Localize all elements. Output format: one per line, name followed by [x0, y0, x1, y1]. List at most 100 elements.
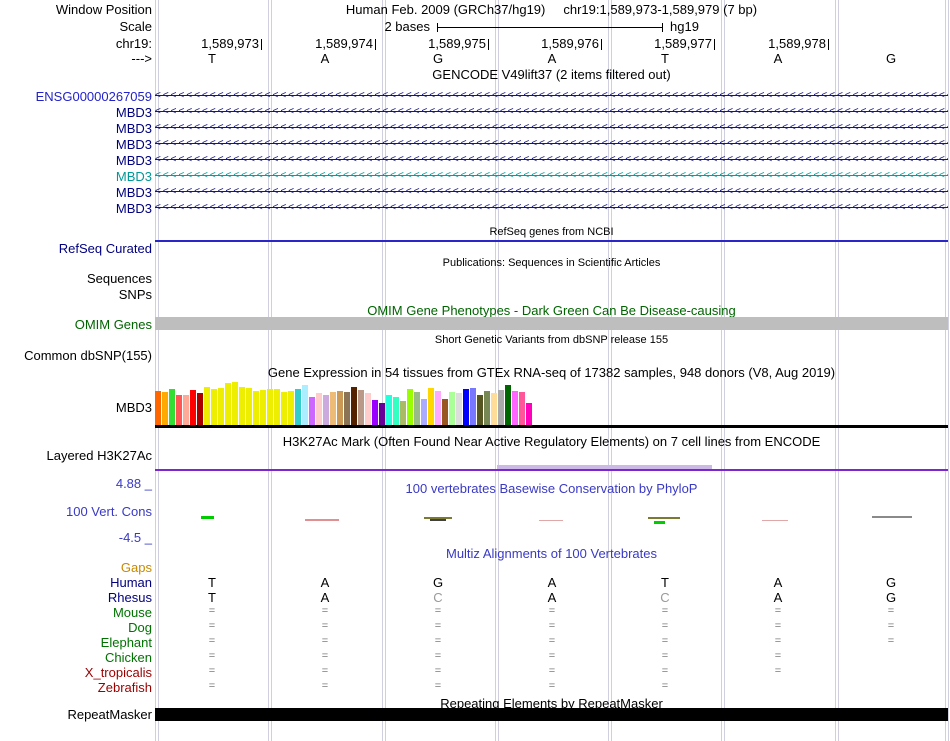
gene-label[interactable]: MBD3	[115, 153, 152, 168]
gtex-bar[interactable]	[155, 391, 161, 425]
gtex-bar[interactable]	[344, 392, 350, 425]
reference-base: T	[661, 51, 669, 66]
gtex-bar[interactable]	[302, 385, 308, 425]
sequences-label[interactable]: Sequences	[86, 271, 152, 286]
gtex-bar[interactable]	[204, 387, 210, 425]
gtex-bar[interactable]	[162, 392, 168, 425]
gtex-bar[interactable]	[428, 388, 434, 425]
gtex-bar[interactable]	[393, 397, 399, 425]
gtex-bar[interactable]	[519, 392, 525, 425]
alignment-cell: T	[208, 575, 216, 590]
h3k27ac-label[interactable]: Layered H3K27Ac	[46, 448, 152, 463]
repeatmasker-label[interactable]: RepeatMasker	[67, 707, 152, 722]
gtex-bar[interactable]	[351, 387, 357, 425]
gtex-bar[interactable]	[463, 389, 469, 425]
gtex-bar[interactable]	[232, 382, 238, 425]
alignment-cell: A	[773, 590, 783, 605]
repeatmasker-header: Repeating Elements by RepeatMasker	[440, 696, 663, 711]
reference-base: A	[320, 51, 330, 66]
refseq-label[interactable]: RefSeq Curated	[58, 241, 152, 256]
gtex-bar[interactable]	[295, 389, 301, 425]
gtex-bar[interactable]	[274, 389, 280, 425]
gtex-bar[interactable]	[449, 392, 455, 425]
gtex-bar[interactable]	[442, 399, 448, 425]
gtex-bar[interactable]	[512, 391, 518, 425]
coordinate-tick	[714, 39, 715, 50]
gene-label[interactable]: MBD3	[115, 185, 152, 200]
assembly-title: Human Feb. 2009 (GRCh37/hg19)	[345, 2, 546, 17]
gene-label[interactable]: MBD3	[115, 121, 152, 136]
snps-label[interactable]: SNPs	[118, 287, 152, 302]
gene-row[interactable]: <<<<<<<<<<<<<<<<<<<<<<<<<<<<<<<<<<<<<<<<…	[155, 184, 948, 200]
gene-intron-line	[155, 143, 948, 144]
alignment-cell: =	[774, 650, 782, 662]
gtex-bar[interactable]	[309, 397, 315, 425]
gene-row[interactable]: <<<<<<<<<<<<<<<<<<<<<<<<<<<<<<<<<<<<<<<<…	[155, 200, 948, 216]
gtex-bar[interactable]	[225, 383, 231, 425]
gtex-bar[interactable]	[435, 391, 441, 425]
gene-label[interactable]: MBD3	[115, 137, 152, 152]
species-label: Human	[110, 575, 152, 590]
gtex-bar[interactable]	[267, 389, 273, 425]
gtex-bar[interactable]	[526, 403, 532, 425]
gtex-bar[interactable]	[505, 385, 511, 425]
gene-row[interactable]: <<<<<<<<<<<<<<<<<<<<<<<<<<<<<<<<<<<<<<<<…	[155, 136, 948, 152]
gtex-bar[interactable]	[239, 387, 245, 425]
gtex-bar[interactable]	[183, 395, 189, 425]
gtex-bar[interactable]	[421, 399, 427, 425]
gtex-bar[interactable]	[323, 395, 329, 425]
alignment-cell: =	[434, 605, 442, 617]
gene-row[interactable]: <<<<<<<<<<<<<<<<<<<<<<<<<<<<<<<<<<<<<<<<…	[155, 104, 948, 120]
gtex-bar[interactable]	[386, 395, 392, 425]
gtex-bar[interactable]	[169, 389, 175, 425]
gtex-bar[interactable]	[260, 390, 266, 425]
gtex-bar[interactable]	[316, 393, 322, 425]
gtex-bar[interactable]	[372, 400, 378, 425]
gene-row[interactable]: <<<<<<<<<<<<<<<<<<<<<<<<<<<<<<<<<<<<<<<<…	[155, 168, 948, 184]
gtex-bar[interactable]	[470, 388, 476, 425]
species-label: Dog	[128, 620, 152, 635]
gene-strand-arrows: <<<<<<<<<<<<<<<<<<<<<<<<<<<<<<<<<<<<<<<<…	[155, 106, 948, 117]
gene-row[interactable]: <<<<<<<<<<<<<<<<<<<<<<<<<<<<<<<<<<<<<<<<…	[155, 88, 948, 104]
gene-row[interactable]: <<<<<<<<<<<<<<<<<<<<<<<<<<<<<<<<<<<<<<<<…	[155, 152, 948, 168]
gene-label[interactable]: MBD3	[115, 105, 152, 120]
gtex-bar[interactable]	[365, 393, 371, 425]
gtex-bar[interactable]	[414, 392, 420, 425]
gtex-bar[interactable]	[197, 393, 203, 425]
gtex-gene-label[interactable]: MBD3	[115, 400, 152, 415]
alignment-cell: =	[208, 620, 216, 632]
gtex-bar[interactable]	[358, 390, 364, 425]
gtex-bar[interactable]	[281, 392, 287, 425]
gtex-bar[interactable]	[211, 389, 217, 425]
gtex-bar[interactable]	[330, 392, 336, 425]
gene-intron-line	[155, 159, 948, 160]
gtex-bar[interactable]	[379, 403, 385, 425]
h3k27ac-track-line[interactable]	[155, 469, 948, 471]
gtex-bar[interactable]	[456, 393, 462, 425]
omim-track-bar[interactable]	[155, 317, 948, 330]
gene-label[interactable]: MBD3	[115, 169, 152, 184]
gtex-bar[interactable]	[218, 388, 224, 425]
repeatmasker-track-bar[interactable]	[155, 708, 948, 721]
gene-label[interactable]: ENSG00000267059	[35, 89, 152, 104]
gtex-bar[interactable]	[190, 390, 196, 425]
gtex-bar[interactable]	[288, 391, 294, 425]
gtex-bar[interactable]	[400, 401, 406, 425]
gtex-bar[interactable]	[253, 391, 259, 425]
gtex-bar[interactable]	[491, 393, 497, 425]
scale-bar	[437, 23, 663, 32]
gtex-bar[interactable]	[484, 391, 490, 425]
omim-label[interactable]: OMIM Genes	[74, 317, 152, 332]
refseq-track-line[interactable]	[155, 240, 948, 242]
gene-row[interactable]: <<<<<<<<<<<<<<<<<<<<<<<<<<<<<<<<<<<<<<<<…	[155, 120, 948, 136]
gtex-bar[interactable]	[498, 390, 504, 425]
gtex-bar[interactable]	[477, 395, 483, 425]
gtex-bar-chart[interactable]	[155, 380, 535, 425]
gtex-bar[interactable]	[337, 391, 343, 425]
dbsnp-label[interactable]: Common dbSNP(155)	[24, 348, 152, 363]
gtex-bar[interactable]	[407, 389, 413, 425]
gene-label[interactable]: MBD3	[115, 201, 152, 216]
gtex-bar[interactable]	[246, 388, 252, 425]
phylop-label[interactable]: 100 Vert. Cons	[66, 504, 152, 519]
gtex-bar[interactable]	[176, 395, 182, 425]
